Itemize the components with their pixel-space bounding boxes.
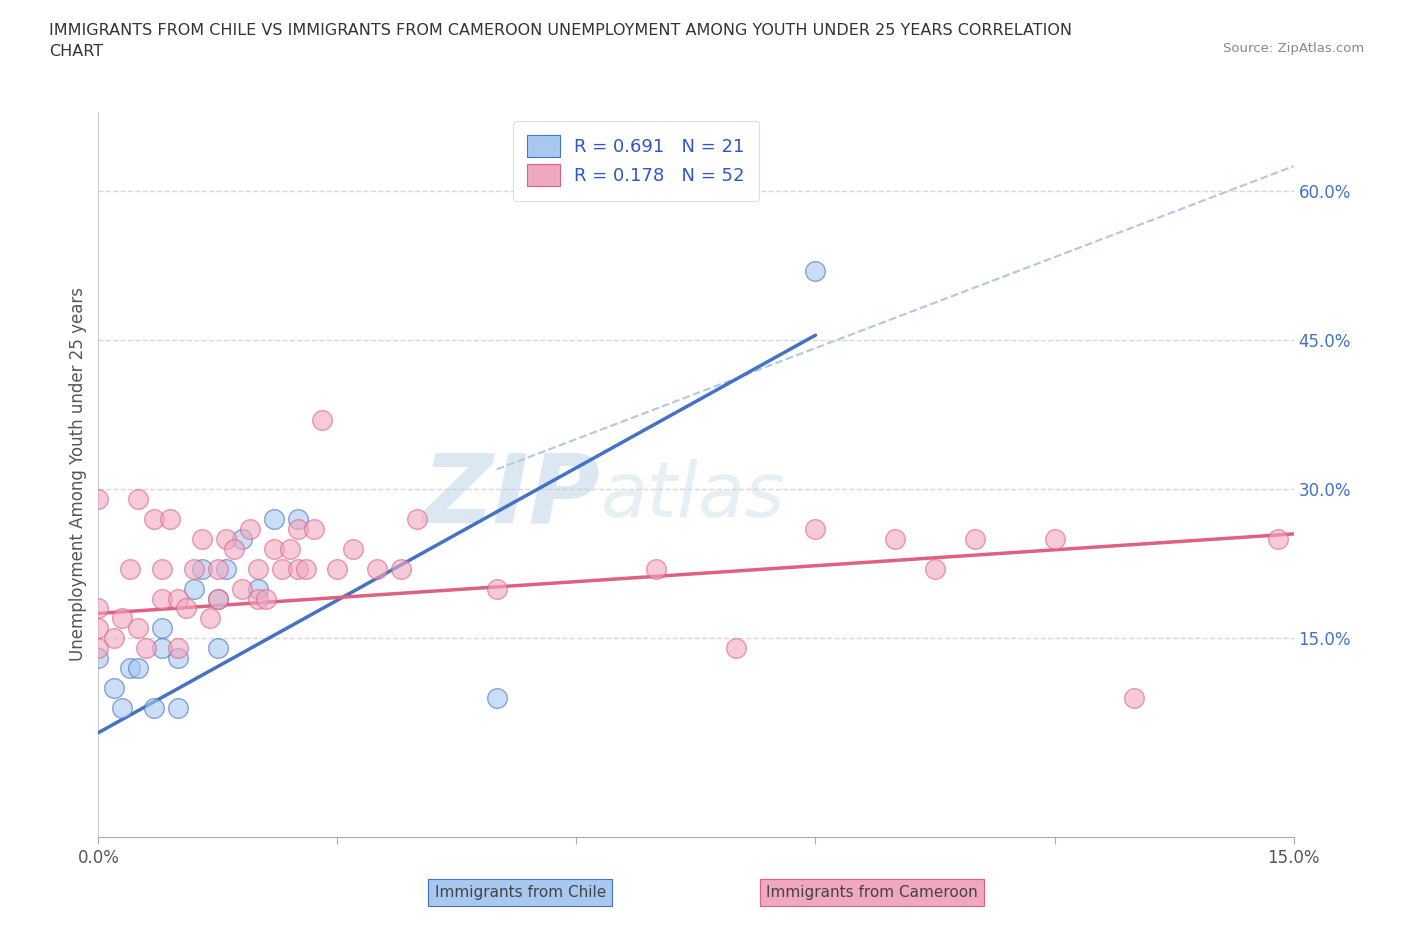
Point [150, 641, 173, 656]
Text: IMMIGRANTS FROM CHILE VS IMMIGRANTS FROM CAMEROON UNEMPLOYMENT AMONG YOUTH UNDER: IMMIGRANTS FROM CHILE VS IMMIGRANTS FROM… [49, 23, 1073, 60]
Point [183, 562, 205, 577]
Point [231, 531, 253, 546]
Text: Source: ZipAtlas.com: Source: ZipAtlas.com [1223, 42, 1364, 55]
Point [406, 512, 429, 526]
Point [120, 660, 142, 675]
Point [207, 591, 229, 606]
Point [174, 601, 197, 616]
Point [127, 621, 149, 636]
Point [231, 581, 253, 596]
Point [87, 601, 110, 616]
Point [87, 651, 110, 666]
Point [135, 641, 157, 656]
Point [167, 700, 190, 715]
Point [127, 492, 149, 507]
Point [804, 263, 827, 278]
Point [1043, 531, 1066, 546]
Legend: R = 0.691   N = 21, R = 0.178   N = 52: R = 0.691 N = 21, R = 0.178 N = 52 [513, 121, 759, 201]
Point [167, 651, 190, 666]
Point [804, 522, 827, 537]
Point [103, 681, 125, 696]
Point [326, 562, 349, 577]
Point [366, 562, 388, 577]
Point [246, 562, 269, 577]
Point [287, 522, 309, 537]
Point [963, 531, 986, 546]
Point [263, 512, 285, 526]
Point [183, 581, 205, 596]
Point [389, 562, 412, 577]
Point [87, 492, 110, 507]
Point [111, 700, 134, 715]
Text: ZIP: ZIP [422, 449, 600, 542]
Point [191, 531, 214, 546]
Point [207, 562, 229, 577]
Point [150, 562, 173, 577]
Point [287, 562, 309, 577]
Point [87, 641, 110, 656]
Point [120, 562, 142, 577]
Point [1123, 690, 1146, 705]
Point [263, 541, 285, 556]
Point [246, 591, 269, 606]
Point [111, 611, 134, 626]
Text: atlas: atlas [600, 459, 785, 533]
Point [884, 531, 907, 546]
Point [724, 641, 747, 656]
Point [159, 512, 181, 526]
Point [207, 591, 229, 606]
Point [294, 562, 316, 577]
Point [215, 531, 238, 546]
Point [87, 621, 110, 636]
Point [191, 562, 214, 577]
Point [215, 562, 238, 577]
Point [207, 641, 229, 656]
Point [127, 660, 149, 675]
Point [167, 591, 190, 606]
Y-axis label: Unemployment Among Youth under 25 years: Unemployment Among Youth under 25 years [69, 287, 87, 661]
Point [143, 700, 166, 715]
Text: Immigrants from Cameroon: Immigrants from Cameroon [766, 885, 977, 900]
Point [1267, 531, 1289, 546]
Point [311, 412, 333, 427]
Point [254, 591, 277, 606]
Point [143, 512, 166, 526]
Point [167, 641, 190, 656]
Point [150, 621, 173, 636]
Point [246, 581, 269, 596]
Point [485, 581, 508, 596]
Point [270, 562, 292, 577]
Point [287, 512, 309, 526]
Point [302, 522, 325, 537]
Point [103, 631, 125, 645]
Point [278, 541, 301, 556]
Point [222, 541, 245, 556]
Point [239, 522, 262, 537]
Point [924, 562, 946, 577]
Text: Immigrants from Chile: Immigrants from Chile [434, 885, 606, 900]
Point [645, 562, 668, 577]
Point [198, 611, 221, 626]
Point [150, 591, 173, 606]
Point [342, 541, 364, 556]
Point [485, 690, 508, 705]
